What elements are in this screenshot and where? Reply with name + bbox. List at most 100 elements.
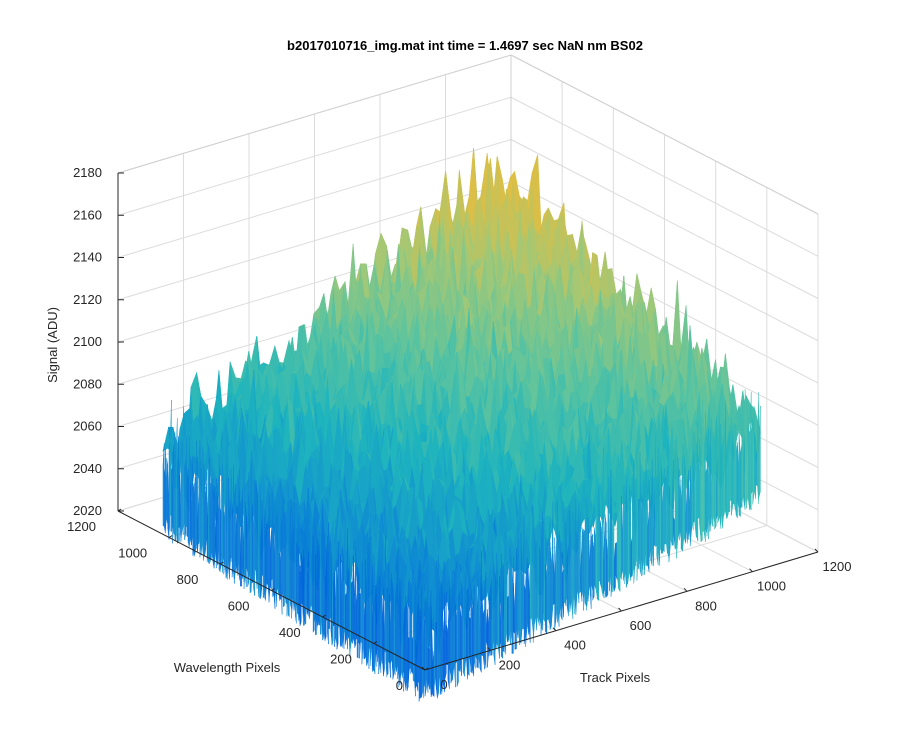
x-tick-label: 400 [564, 638, 586, 653]
surface-side-wavelength [212, 485, 215, 569]
surface-side-wavelength [280, 519, 283, 615]
x-tick-label: 1000 [757, 579, 786, 594]
surface-side-track [627, 468, 630, 585]
y-tick-label: 0 [396, 678, 403, 693]
surface-side-track [456, 566, 459, 687]
surface-side-wavelength [168, 441, 171, 532]
surface-side-track [740, 442, 743, 509]
surface-side-track [650, 487, 653, 566]
surface-side-track [554, 537, 557, 630]
surface-side-track [555, 500, 558, 623]
surface-side-track [500, 553, 503, 660]
surface-side-track [619, 467, 622, 580]
surface-side-track [511, 557, 514, 654]
surface-side-track [647, 512, 650, 572]
y-tick [271, 588, 275, 591]
x-tick-label: 800 [695, 598, 717, 613]
surface-side-wavelength [349, 519, 352, 652]
surface-side-track [525, 562, 528, 647]
surface-side-wavelength [228, 477, 230, 580]
surface-side-track [481, 583, 484, 657]
x-tick-label: 1200 [823, 559, 852, 574]
surface-side-wavelength [233, 464, 235, 584]
surface-side-wavelength [380, 542, 383, 664]
y-tick [424, 667, 429, 671]
y-tick [168, 535, 173, 538]
surface-side-track [641, 495, 644, 576]
surface-side-wavelength [378, 575, 381, 675]
surface-side-track [476, 570, 479, 669]
surface-side-track [578, 511, 581, 594]
surface-side-wavelength [234, 484, 236, 579]
x-tick-label: 600 [630, 618, 652, 633]
x-tick-label: 200 [499, 657, 521, 672]
surface-side-track [479, 551, 482, 673]
surface-side-track [504, 529, 507, 655]
surface-side-wavelength [221, 447, 223, 573]
surface-side-wavelength [279, 552, 282, 601]
surface-side-wavelength [241, 488, 244, 580]
surface-side-wavelength [421, 585, 423, 698]
surface-side-wavelength [240, 520, 242, 587]
surface-side-wavelength [294, 512, 297, 624]
surface-side-wavelength [330, 566, 333, 646]
surface-side-wavelength [312, 526, 315, 633]
surface-side-wavelength [235, 506, 238, 572]
surface-side-track [557, 532, 560, 627]
surface-side-wavelength [236, 505, 239, 576]
x-tick [683, 587, 688, 592]
surface-side-wavelength [300, 552, 303, 606]
surface-side-track [571, 511, 574, 620]
surface-side-track [470, 583, 473, 674]
y-tick-label: 800 [177, 572, 199, 587]
surface-side-track [516, 537, 519, 638]
surface-side-track [711, 417, 714, 527]
surface-side-track [615, 541, 618, 580]
z-tick-label: 2040 [73, 461, 102, 476]
y-tick-label: 200 [330, 652, 352, 667]
surface-side-wavelength [346, 528, 348, 650]
surface-side-track [664, 476, 667, 545]
surface-side-wavelength [336, 559, 339, 650]
surface-side-wavelength [190, 483, 192, 546]
y-tick-label: 1000 [118, 546, 147, 561]
surface-side-track [714, 418, 717, 530]
x-tick [749, 568, 753, 573]
surface-side-track [683, 454, 686, 544]
surface-side-track [572, 511, 575, 614]
surface-side-wavelength [327, 535, 329, 645]
grid-line [117, 96, 512, 216]
surface-side-track [560, 550, 563, 620]
surface-side-wavelength [255, 504, 258, 589]
surface-side-wavelength [323, 533, 326, 641]
surface-side-track [691, 432, 694, 531]
surface-mesh [162, 148, 761, 702]
surface-side-wavelength [275, 513, 278, 608]
y-tick [373, 641, 378, 644]
surface-side-wavelength [249, 468, 252, 594]
surface-side-track [537, 506, 540, 626]
surface-side-wavelength [379, 578, 382, 673]
surface-side-track [752, 406, 755, 505]
y-tick [322, 614, 326, 618]
surface-side-track [551, 501, 554, 624]
y-tick-label: 1200 [67, 519, 96, 534]
surface-side-track [526, 558, 529, 635]
surface-side-track [424, 595, 427, 697]
surface-side-wavelength [342, 546, 345, 649]
surface-side-track [758, 405, 761, 498]
surface-side-track [453, 569, 456, 688]
surface-side-track [606, 538, 609, 599]
x-tick [814, 548, 819, 553]
surface-side-wavelength [366, 533, 369, 666]
surface-side-wavelength [224, 445, 227, 579]
surface-side-track [444, 591, 447, 680]
x-tick [552, 627, 557, 632]
surface-side-wavelength [400, 571, 403, 678]
surface-side-wavelength [306, 552, 309, 617]
surface-side-track [443, 594, 446, 693]
surface-side-track [514, 547, 517, 650]
surface-side-track [432, 650, 435, 698]
surface-side-wavelength [184, 461, 186, 540]
y-axis-label: Wavelength Pixels [174, 660, 281, 675]
